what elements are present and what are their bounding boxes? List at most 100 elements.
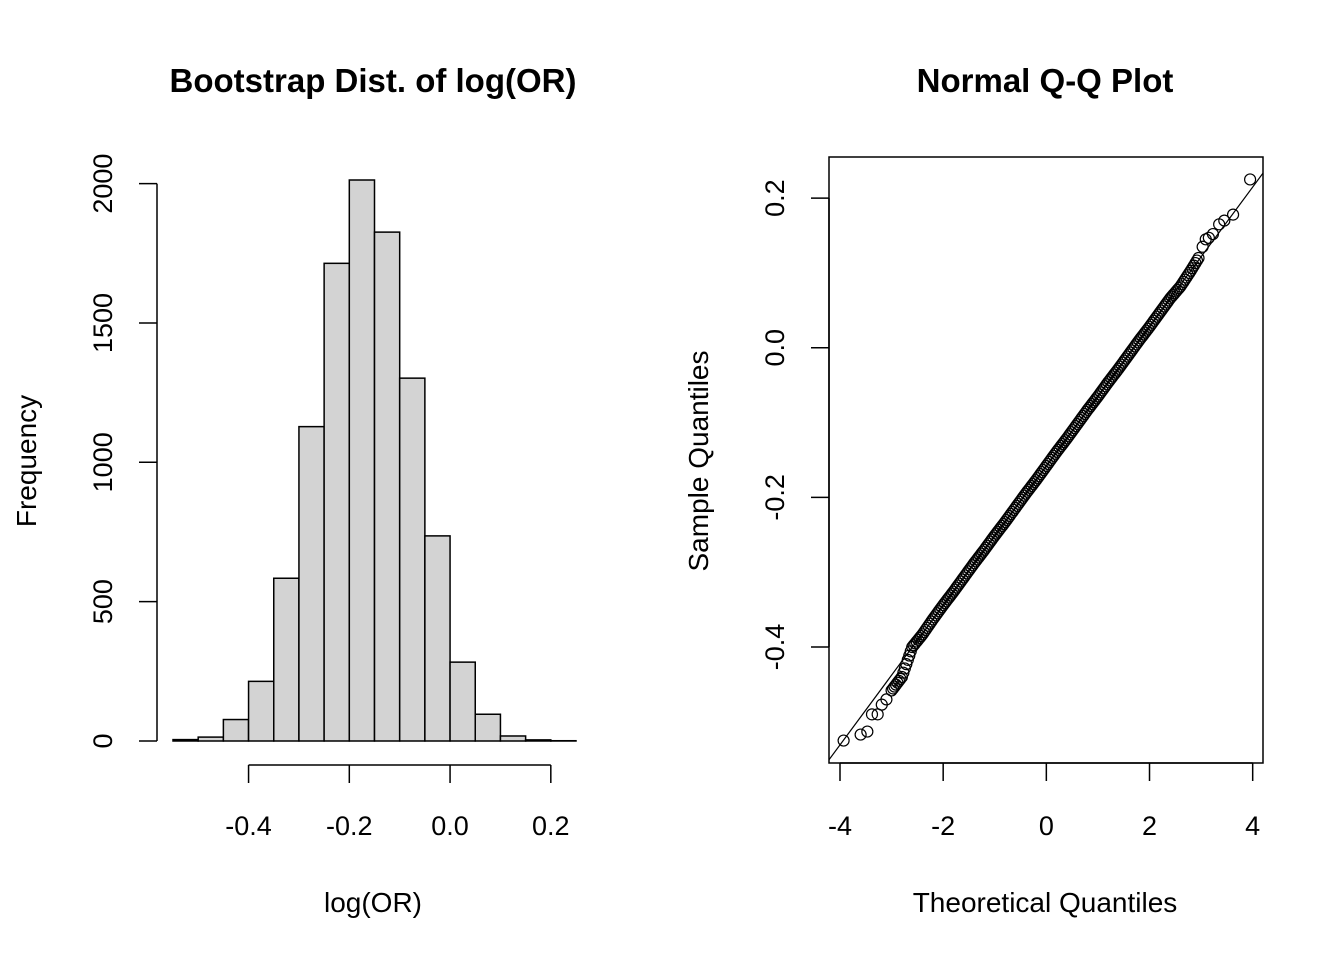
qq-point <box>1119 352 1133 365</box>
histogram-bar <box>172 738 199 742</box>
qq-point <box>962 565 975 578</box>
qq-plot-y-axis-label: Sample Quantiles <box>683 350 714 571</box>
qq-point <box>1068 422 1081 435</box>
qq-point <box>1044 453 1057 466</box>
qq-point <box>1096 384 1109 397</box>
qq-point <box>1077 409 1090 423</box>
histogram-bar <box>499 735 527 742</box>
qq-x-tick-label: -4 <box>828 811 852 841</box>
qq-point <box>929 609 942 622</box>
qq-point <box>1072 415 1085 429</box>
qq-point <box>932 605 945 618</box>
qq-y-tick-label: 0.0 <box>760 329 790 367</box>
qq-point <box>1075 411 1088 425</box>
qq-y-tick-label: -0.4 <box>760 624 790 671</box>
histogram-bar <box>373 231 401 742</box>
qq-point <box>1144 318 1158 331</box>
qq-point <box>1062 430 1075 443</box>
qq-point <box>926 613 939 626</box>
qq-point <box>1115 358 1128 371</box>
qq-point <box>1158 300 1171 313</box>
qq-point <box>931 607 944 620</box>
histogram-bar <box>449 661 476 742</box>
qq-point <box>1116 356 1130 369</box>
qq-point <box>1029 474 1043 487</box>
qq-point <box>1192 251 1205 265</box>
qq-point <box>1149 312 1162 325</box>
qq-point <box>1001 511 1015 525</box>
histogram-y-axis-label: Frequency <box>11 395 42 527</box>
qq-y-tick-label: 0.2 <box>760 179 790 217</box>
qq-reference-line-path <box>829 172 1263 761</box>
qq-point <box>957 571 970 584</box>
histogram-y-tick-label: 2000 <box>88 154 118 214</box>
histogram-y-tick-label: 500 <box>88 579 118 624</box>
qq-point <box>1010 499 1023 512</box>
qq-point <box>982 537 995 550</box>
qq-point <box>1091 390 1105 403</box>
qq-point <box>1066 424 1079 437</box>
qq-point <box>1004 507 1018 521</box>
qq-point <box>1000 513 1013 527</box>
histogram-title: Bootstrap Dist. of log(OR) <box>170 62 577 99</box>
qq-point <box>1031 472 1044 485</box>
qq-point <box>1190 254 1204 267</box>
histogram-bars <box>172 179 577 742</box>
qq-point <box>1218 214 1231 227</box>
qq-point <box>1063 428 1077 441</box>
qq-plot-x-axis-label: Theoretical Quantiles <box>913 887 1178 918</box>
qq-plot-y-axis: -0.4 -0.2 0.0 0.2 <box>760 179 830 671</box>
qq-point <box>953 577 966 590</box>
qq-point <box>1122 348 1135 361</box>
qq-point <box>1196 240 1209 253</box>
qq-point <box>950 581 963 594</box>
qq-point <box>1043 455 1056 469</box>
histogram-y-tick-label: 0 <box>88 733 118 748</box>
qq-point <box>1041 457 1054 471</box>
qq-points <box>837 173 1257 747</box>
qq-point <box>1093 388 1106 401</box>
qq-point <box>865 708 879 721</box>
qq-point <box>948 583 962 596</box>
qq-point <box>837 734 850 747</box>
histogram-bar <box>247 680 275 742</box>
qq-point <box>1150 310 1163 323</box>
histogram-bar <box>323 262 351 742</box>
qq-point <box>1032 470 1046 483</box>
histogram-bar <box>398 377 426 742</box>
qq-point <box>981 539 994 552</box>
qq-x-tick-label: 4 <box>1245 811 1260 841</box>
qq-reference-line <box>829 172 1263 761</box>
qq-point <box>1244 173 1257 186</box>
qq-point <box>1040 459 1053 473</box>
qq-x-tick-label: 0 <box>1039 811 1054 841</box>
qq-point <box>1006 505 1019 519</box>
qq-point <box>979 541 993 554</box>
qq-point <box>1125 344 1138 357</box>
qq-point <box>1124 346 1137 359</box>
qq-y-tick-label: -0.2 <box>760 474 790 521</box>
qq-point <box>1035 465 1049 479</box>
histogram-bar <box>222 718 250 742</box>
qq-point <box>1003 509 1016 523</box>
qq-point <box>1074 413 1087 427</box>
qq-point <box>1015 493 1028 506</box>
qq-point <box>951 579 965 592</box>
qq-point <box>1094 386 1107 399</box>
qq-point <box>1046 451 1059 464</box>
qq-point <box>1155 304 1168 317</box>
qq-plot-title: Normal Q-Q Plot <box>917 62 1174 99</box>
histogram-x-tick-label: -0.4 <box>225 811 272 841</box>
qq-point <box>1069 420 1082 433</box>
qq-point <box>914 630 928 643</box>
qq-point <box>1034 468 1047 481</box>
histogram-x-tick-label: 0.2 <box>532 811 570 841</box>
histogram-x-axis: -0.4 -0.2 0.0 0.2 <box>225 764 570 841</box>
qq-point <box>956 573 969 586</box>
qq-point <box>947 585 960 598</box>
qq-x-tick-label: 2 <box>1142 811 1157 841</box>
qq-point <box>1009 501 1022 514</box>
qq-point <box>1118 354 1131 367</box>
qq-point <box>1112 362 1125 375</box>
